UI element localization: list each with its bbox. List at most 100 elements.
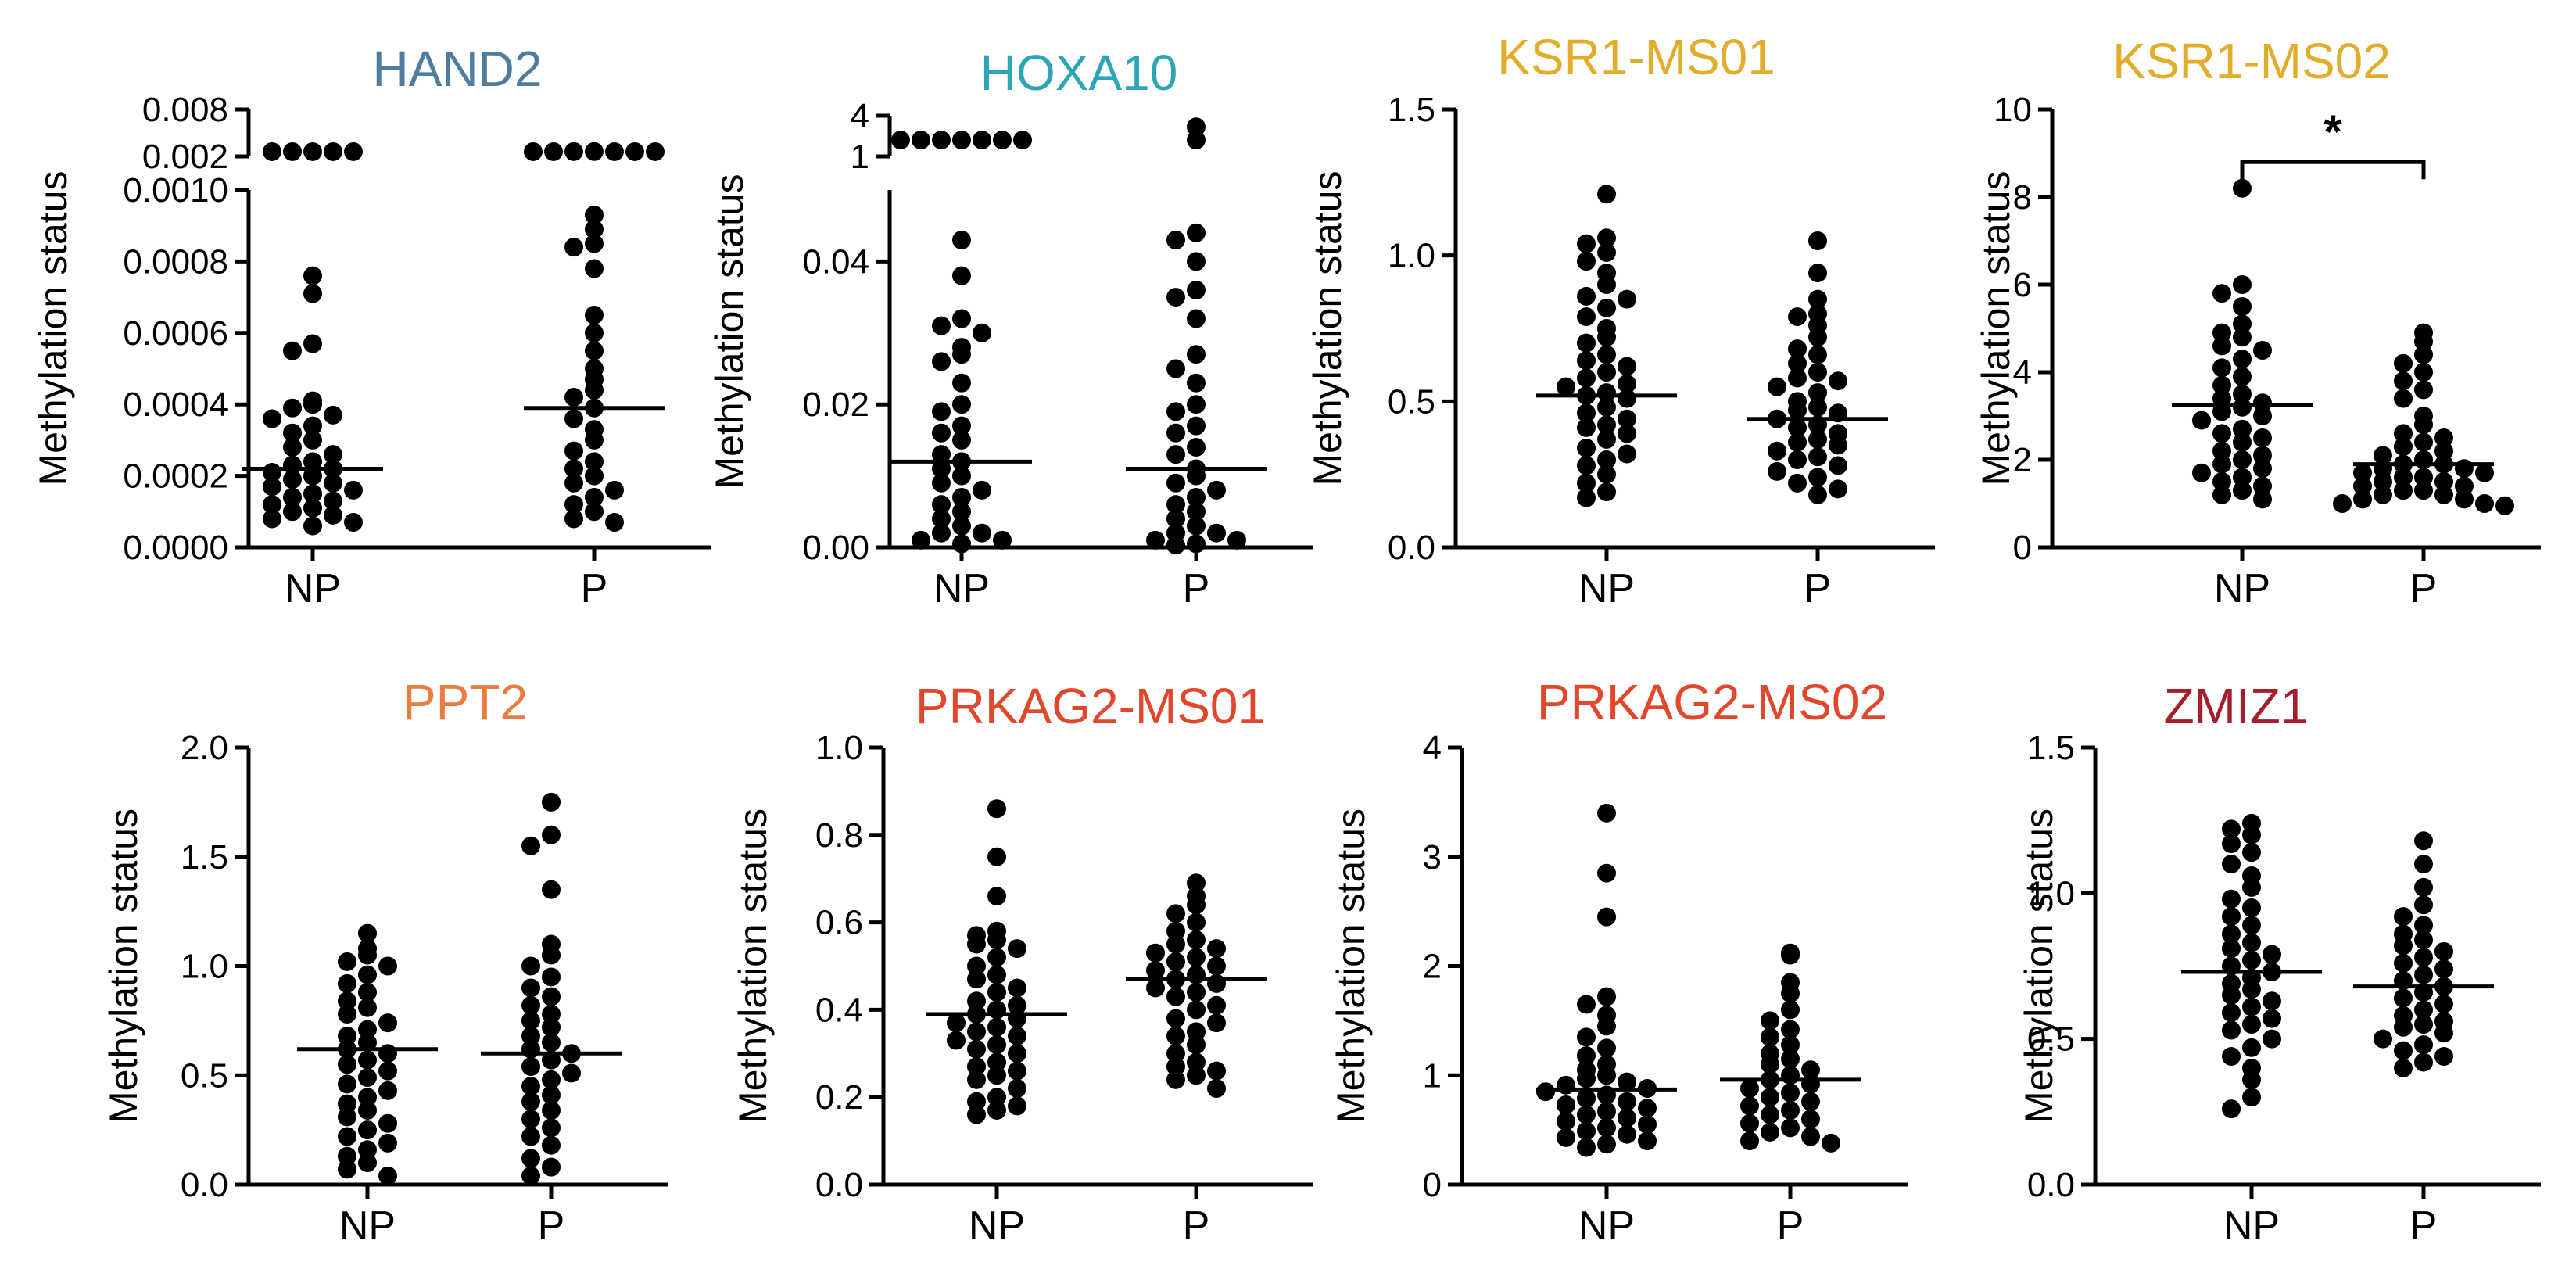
data-point	[521, 1026, 540, 1045]
data-point	[1577, 473, 1596, 493]
data-point	[1577, 488, 1596, 507]
data-point	[1207, 1061, 1226, 1081]
data-point	[1638, 1115, 1657, 1135]
data-point	[987, 965, 1006, 984]
data-point	[1618, 409, 1636, 428]
data-point	[1597, 1118, 1616, 1138]
data-point	[1788, 450, 1807, 469]
data-point	[2414, 895, 2433, 915]
data-point	[2394, 481, 2413, 500]
data-point	[967, 934, 986, 954]
data-point	[358, 1068, 377, 1088]
data-point	[2414, 948, 2433, 967]
data-point	[1557, 1128, 1575, 1147]
data-point	[542, 1070, 561, 1089]
data-point	[2242, 898, 2261, 917]
data-point	[2394, 988, 2413, 1008]
data-point	[524, 142, 543, 161]
data-point	[1781, 1118, 1800, 1138]
data-point	[564, 509, 583, 529]
data-point	[2394, 1041, 2413, 1060]
data-point	[2212, 284, 2231, 303]
data-point	[378, 956, 397, 976]
data-point	[2414, 345, 2433, 364]
data-point	[1597, 1135, 1616, 1154]
data-point	[2495, 496, 2514, 515]
data-point	[2414, 965, 2433, 984]
data-point	[263, 477, 281, 497]
data-point	[2333, 494, 2352, 513]
data-point	[2233, 297, 2252, 316]
data-point	[1207, 523, 1226, 543]
data-point	[521, 1077, 540, 1096]
chart-panel-prkag2-ms02: PRKAG2-MS02 Methylation status 0 1 2 3 4 NP P	[1329, 674, 1908, 1249]
data-point	[303, 395, 322, 414]
data-point	[1597, 464, 1616, 484]
chart-panel-ksr1-ms02: KSR1-MS02 Methylation status 0 2 4 6 8 10 NP P *	[1974, 33, 2541, 611]
data-point	[1768, 441, 1786, 461]
data-point	[1187, 117, 1206, 137]
data-point	[912, 530, 930, 550]
data-point	[2222, 1047, 2241, 1067]
data-point	[1146, 978, 1165, 998]
y-axis-label: Methylation status	[2017, 809, 2061, 1124]
chart-panel-zmiz1: ZMIZ1 Methylation status 0.0 0.5 1.0 1.5 NP P	[2017, 678, 2541, 1249]
data-point	[1577, 1069, 1596, 1088]
y-tick-label: 1	[1423, 1056, 1442, 1095]
chart-title: KSR1-MS02	[2112, 33, 2391, 89]
data-point	[1187, 1022, 1206, 1042]
data-point	[1577, 1088, 1596, 1108]
data-point	[303, 430, 322, 450]
data-point	[2253, 393, 2272, 413]
data-point	[1227, 530, 1246, 550]
data-point	[2222, 1020, 2241, 1040]
data-point	[2414, 450, 2433, 469]
data-point	[1808, 485, 1827, 504]
data-point	[2434, 1024, 2453, 1043]
data-point	[1207, 956, 1226, 976]
y-tick-label: 0	[1423, 1166, 1442, 1204]
data-point	[2394, 907, 2413, 927]
data-point	[338, 1004, 356, 1024]
data-point	[987, 948, 1006, 967]
data-point	[952, 466, 971, 486]
y-tick-label: 1.0	[181, 948, 228, 986]
data-point	[1577, 456, 1596, 475]
data-point	[1008, 1044, 1026, 1063]
data-point	[1187, 948, 1206, 967]
data-point	[2434, 941, 2453, 961]
data-point	[1166, 987, 1185, 1006]
data-point	[1761, 1055, 1779, 1074]
data-point	[1008, 1026, 1026, 1045]
data-point	[1557, 1095, 1575, 1114]
y-tick-label: 0.5	[2027, 1020, 2075, 1059]
data-point	[283, 438, 302, 457]
data-point	[2434, 1047, 2453, 1067]
y-tick-label: 0	[2013, 529, 2032, 567]
data-point	[2414, 1000, 2433, 1020]
data-point	[542, 1085, 561, 1105]
data-point	[521, 1149, 540, 1168]
data-point	[263, 495, 281, 515]
data-point	[303, 266, 322, 285]
data-point	[987, 847, 1006, 866]
data-point	[1577, 234, 1596, 253]
data-point	[378, 1013, 397, 1033]
data-point	[2233, 432, 2252, 452]
data-point	[344, 480, 363, 500]
data-point	[1166, 402, 1185, 421]
data-point	[1597, 429, 1616, 449]
data-point	[2394, 1058, 2413, 1077]
data-point	[1577, 1027, 1596, 1047]
y-tick-label: 8	[2013, 178, 2032, 217]
data-point	[605, 513, 624, 532]
data-point	[542, 880, 561, 899]
data-point	[1166, 952, 1185, 971]
y-tick-label: 0.2	[815, 1078, 863, 1117]
data-point	[1187, 965, 1206, 984]
data-point	[564, 459, 583, 479]
y-tick-label-upper: 1	[851, 138, 869, 176]
data-point	[1187, 1066, 1206, 1085]
data-point	[358, 983, 377, 1002]
data-point	[542, 987, 561, 1006]
